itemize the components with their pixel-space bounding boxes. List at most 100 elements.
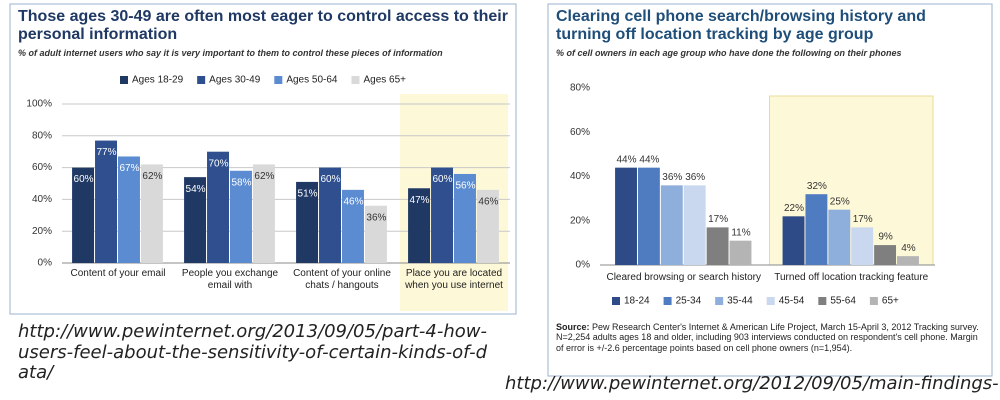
legend-label: 18-24: [624, 296, 650, 307]
chart-subtitle: % of cell owners in each age group who h…: [556, 48, 902, 58]
bar: [729, 240, 752, 265]
bar: [851, 227, 874, 265]
y-tick-label: 60%: [32, 162, 52, 173]
value-label: 70%: [209, 158, 229, 169]
value-label: 36%: [685, 172, 705, 183]
value-label: 17%: [853, 214, 873, 225]
legend-label: 35-44: [727, 296, 753, 307]
bar: [95, 140, 117, 263]
value-label: 46%: [478, 197, 498, 208]
value-label: 60%: [433, 174, 453, 185]
value-label: 9%: [878, 232, 893, 243]
bar: [230, 170, 252, 263]
bar: [782, 216, 805, 265]
bar: [252, 164, 275, 263]
y-tick-label: 0%: [576, 260, 591, 271]
y-tick-label: 100%: [26, 99, 52, 110]
legend-swatch: [274, 76, 283, 84]
chart-note: Source: Pew Research Center's Internet &…: [556, 322, 980, 353]
bar: [660, 185, 683, 265]
legend-swatch: [869, 297, 878, 305]
value-label: 32%: [807, 181, 827, 192]
value-label: 56%: [455, 181, 475, 192]
bar: [431, 167, 453, 263]
bar: [408, 188, 431, 263]
bar: [364, 205, 387, 263]
bar: [615, 167, 637, 265]
legend-label: 65+: [882, 296, 899, 307]
bar: [118, 156, 140, 263]
bar: [637, 167, 660, 265]
legend-swatch: [612, 297, 620, 305]
legend-label: Ages 30-49: [209, 75, 261, 86]
chart-title: Those ages 30-49 are often most eager to…: [18, 8, 508, 44]
value-label: 62%: [142, 171, 162, 182]
bar: [476, 189, 499, 263]
y-tick-label: 80%: [570, 83, 590, 94]
bar: [296, 181, 319, 263]
bar: [342, 189, 364, 263]
y-tick-label: 40%: [32, 194, 52, 205]
y-tick-label: 60%: [570, 127, 590, 138]
value-label: 36%: [662, 172, 682, 183]
value-label: 54%: [186, 184, 206, 195]
note-label: Source:: [556, 322, 590, 332]
value-label: 25%: [830, 196, 850, 207]
value-label: 60%: [321, 174, 341, 185]
caption: http://www.pewinternet.org/2012/09/05/ma…: [505, 373, 1000, 394]
legend-swatch: [663, 297, 672, 305]
value-label: 11%: [731, 227, 750, 238]
value-label: 17%: [708, 214, 728, 225]
bar: [319, 167, 341, 263]
bar: [207, 151, 229, 263]
bar: [184, 177, 207, 263]
value-label: 22%: [784, 203, 804, 214]
x-tick-label: Content of your email: [70, 268, 166, 279]
chart-frame: [547, 3, 993, 377]
value-label: 36%: [366, 212, 386, 223]
legend-label: 45-54: [779, 296, 805, 307]
bar: [706, 227, 729, 265]
chart-subtitle: % of adult internet users who say it is …: [18, 48, 443, 58]
legend-label: Ages 50-64: [286, 75, 338, 86]
bar: [874, 245, 897, 265]
bar: [140, 164, 163, 263]
legend-label: 55-64: [830, 296, 856, 307]
value-label: 67%: [119, 163, 139, 174]
y-tick-label: 80%: [32, 130, 52, 141]
legend-swatch: [351, 76, 360, 84]
note-text: Pew Research Center's Internet & America…: [556, 322, 979, 353]
value-label: 44%: [617, 154, 637, 165]
bar: [897, 256, 919, 265]
bar: [72, 167, 95, 263]
legend-label: Ages 65+: [363, 75, 406, 86]
y-tick-label: 40%: [570, 171, 590, 182]
x-tick-label: Turned off location tracking feature: [774, 272, 929, 283]
legend-swatch: [120, 76, 128, 84]
legend-swatch: [715, 297, 724, 305]
legend-label: Ages 18-29: [132, 75, 184, 86]
value-label: 62%: [254, 171, 274, 182]
bar: [828, 209, 851, 265]
x-tick-label: Place you are located when you use inter…: [405, 268, 503, 291]
caption: http://www.pewinternet.org/2013/09/05/pa…: [18, 321, 488, 384]
value-label: 46%: [343, 197, 363, 208]
bar: [683, 185, 706, 265]
value-label: 77%: [97, 147, 117, 158]
legend-label: 25-34: [676, 296, 702, 307]
value-label: 47%: [410, 195, 430, 206]
bar: [454, 173, 476, 263]
y-tick-label: 20%: [570, 215, 590, 226]
chart-frame: [9, 3, 517, 315]
value-label: 58%: [231, 177, 251, 188]
x-tick-label: People you exchange email with: [181, 268, 279, 291]
x-tick-label: Cleared browsing or search history: [606, 272, 761, 283]
legend-swatch: [818, 297, 827, 305]
value-label: 51%: [298, 189, 318, 200]
chart-title: Clearing cell phone search/browsing hist…: [556, 8, 926, 44]
value-label: 4%: [901, 243, 916, 254]
value-label: 44%: [639, 154, 659, 165]
legend-swatch: [197, 76, 206, 84]
